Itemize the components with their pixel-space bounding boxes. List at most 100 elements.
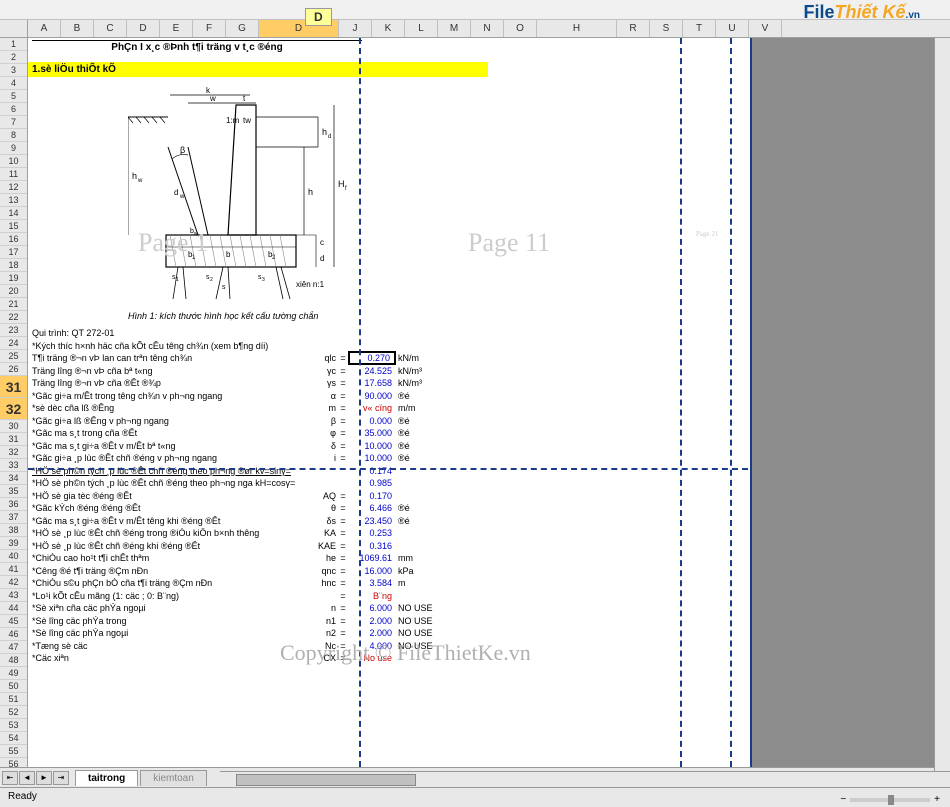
cell-value[interactable]: 90.000: [348, 391, 396, 401]
scrollbar-vertical[interactable]: [934, 38, 950, 771]
col-header-K[interactable]: K: [372, 20, 405, 37]
row-header-48[interactable]: 48: [0, 654, 27, 667]
row-header-39[interactable]: 39: [0, 537, 27, 550]
cell-value[interactable]: 0.170: [348, 491, 396, 501]
col-header-S[interactable]: S: [650, 20, 683, 37]
cell-value[interactable]: 0.985: [348, 478, 396, 488]
col-header-N[interactable]: N: [471, 20, 504, 37]
cell-value[interactable]: 23.450: [348, 516, 396, 526]
col-header-U[interactable]: U: [716, 20, 749, 37]
zoom-slider[interactable]: [850, 798, 930, 802]
tab-nav-prev[interactable]: ◄: [19, 771, 35, 785]
row-header-9[interactable]: 9: [0, 142, 27, 155]
row-header-37[interactable]: 37: [0, 511, 27, 524]
row-header-24[interactable]: 24: [0, 337, 27, 350]
col-header-V[interactable]: V: [749, 20, 782, 37]
tab-nav-last[interactable]: ⇥: [53, 771, 69, 785]
col-header-L[interactable]: L: [405, 20, 438, 37]
row-header-25[interactable]: 25: [0, 350, 27, 363]
row-header-36[interactable]: 36: [0, 498, 27, 511]
tab-nav-first[interactable]: ⇤: [2, 771, 18, 785]
cell-value[interactable]: 3.584: [348, 578, 396, 588]
row-header-12[interactable]: 12: [0, 181, 27, 194]
row-header-56[interactable]: 56: [0, 758, 27, 767]
row-header-46[interactable]: 46: [0, 628, 27, 641]
name-box[interactable]: D: [305, 8, 332, 26]
cell-value[interactable]: 0.270: [348, 351, 396, 365]
col-header-J[interactable]: J: [339, 20, 372, 37]
row-header-49[interactable]: 49: [0, 667, 27, 680]
row-header-10[interactable]: 10: [0, 155, 27, 168]
row-header-19[interactable]: 19: [0, 272, 27, 285]
row-header-47[interactable]: 47: [0, 641, 27, 654]
row-header-32[interactable]: 32: [0, 398, 27, 420]
row-header-34[interactable]: 34: [0, 472, 27, 485]
cell-value[interactable]: 0.316: [348, 541, 396, 551]
row-header-35[interactable]: 35: [0, 485, 27, 498]
row-header-31[interactable]: 31: [0, 433, 27, 446]
row-header-41[interactable]: 41: [0, 563, 27, 576]
row-header-14[interactable]: 14: [0, 207, 27, 220]
col-header-G[interactable]: G: [226, 20, 259, 37]
row-header-40[interactable]: 40: [0, 550, 27, 563]
sheet-tab-kiemtoan[interactable]: kiemtoan: [140, 770, 207, 786]
row-header-22[interactable]: 22: [0, 311, 27, 324]
row-header-8[interactable]: 8: [0, 129, 27, 142]
cell-value[interactable]: 6.000: [348, 603, 396, 613]
row-header-13[interactable]: 13: [0, 194, 27, 207]
col-header-C[interactable]: C: [94, 20, 127, 37]
cell-value[interactable]: 2.000: [348, 616, 396, 626]
row-header-51[interactable]: 51: [0, 693, 27, 706]
row-header-20[interactable]: 20: [0, 285, 27, 298]
cell-value[interactable]: B¨ng: [348, 591, 396, 601]
col-header-F[interactable]: F: [193, 20, 226, 37]
row-header-23[interactable]: 23: [0, 324, 27, 337]
row-header-38[interactable]: 38: [0, 524, 27, 537]
cell-value[interactable]: 17.658: [348, 378, 396, 388]
col-header-D[interactable]: D: [127, 20, 160, 37]
col-header-H[interactable]: H: [537, 20, 617, 37]
tab-nav-next[interactable]: ►: [36, 771, 52, 785]
row-header-33[interactable]: 33: [0, 459, 27, 472]
row-header-55[interactable]: 55: [0, 745, 27, 758]
row-header-7[interactable]: 7: [0, 116, 27, 129]
row-header-52[interactable]: 52: [0, 706, 27, 719]
col-header-T[interactable]: T: [683, 20, 716, 37]
row-header-1[interactable]: 1: [0, 38, 27, 51]
sheet-tab-taitrong[interactable]: taitrong: [75, 770, 138, 786]
row-header-5[interactable]: 5: [0, 90, 27, 103]
col-header-E[interactable]: E: [160, 20, 193, 37]
cell-value[interactable]: 2.000: [348, 628, 396, 638]
row-header-2[interactable]: 2: [0, 51, 27, 64]
row-header-21[interactable]: 21: [0, 298, 27, 311]
row-header-16[interactable]: 16: [0, 233, 27, 246]
cell-value[interactable]: 0.000: [348, 416, 396, 426]
col-header-B[interactable]: B: [61, 20, 94, 37]
row-header-42[interactable]: 42: [0, 576, 27, 589]
col-header-O[interactable]: O: [504, 20, 537, 37]
cell-value[interactable]: 0.253: [348, 528, 396, 538]
row-header-50[interactable]: 50: [0, 680, 27, 693]
row-header-54[interactable]: 54: [0, 732, 27, 745]
row-header-32[interactable]: 32: [0, 446, 27, 459]
cell-value[interactable]: 16.000: [348, 566, 396, 576]
cell-value[interactable]: 1069.61: [348, 553, 396, 563]
cell-value[interactable]: 10.000: [348, 453, 396, 463]
cell-value[interactable]: 6.466: [348, 503, 396, 513]
cell-value[interactable]: 4.000: [348, 641, 396, 651]
row-header-31[interactable]: 31: [0, 376, 27, 398]
cell-value[interactable]: 35.000: [348, 428, 396, 438]
row-header-43[interactable]: 43: [0, 589, 27, 602]
row-header-18[interactable]: 18: [0, 259, 27, 272]
row-header-6[interactable]: 6: [0, 103, 27, 116]
row-header-3[interactable]: 3: [0, 64, 27, 77]
row-header-4[interactable]: 4: [0, 77, 27, 90]
col-header-R[interactable]: R: [617, 20, 650, 37]
worksheet[interactable]: PhÇn I x¸c ®Þnh t¶i träng v t¸c ®éng 1.s…: [28, 38, 950, 767]
cell-value[interactable]: No use: [348, 653, 396, 663]
cell-value[interactable]: v« cïng: [348, 403, 396, 413]
row-header-45[interactable]: 45: [0, 615, 27, 628]
row-header-11[interactable]: 11: [0, 168, 27, 181]
row-header-44[interactable]: 44: [0, 602, 27, 615]
col-header-M[interactable]: M: [438, 20, 471, 37]
